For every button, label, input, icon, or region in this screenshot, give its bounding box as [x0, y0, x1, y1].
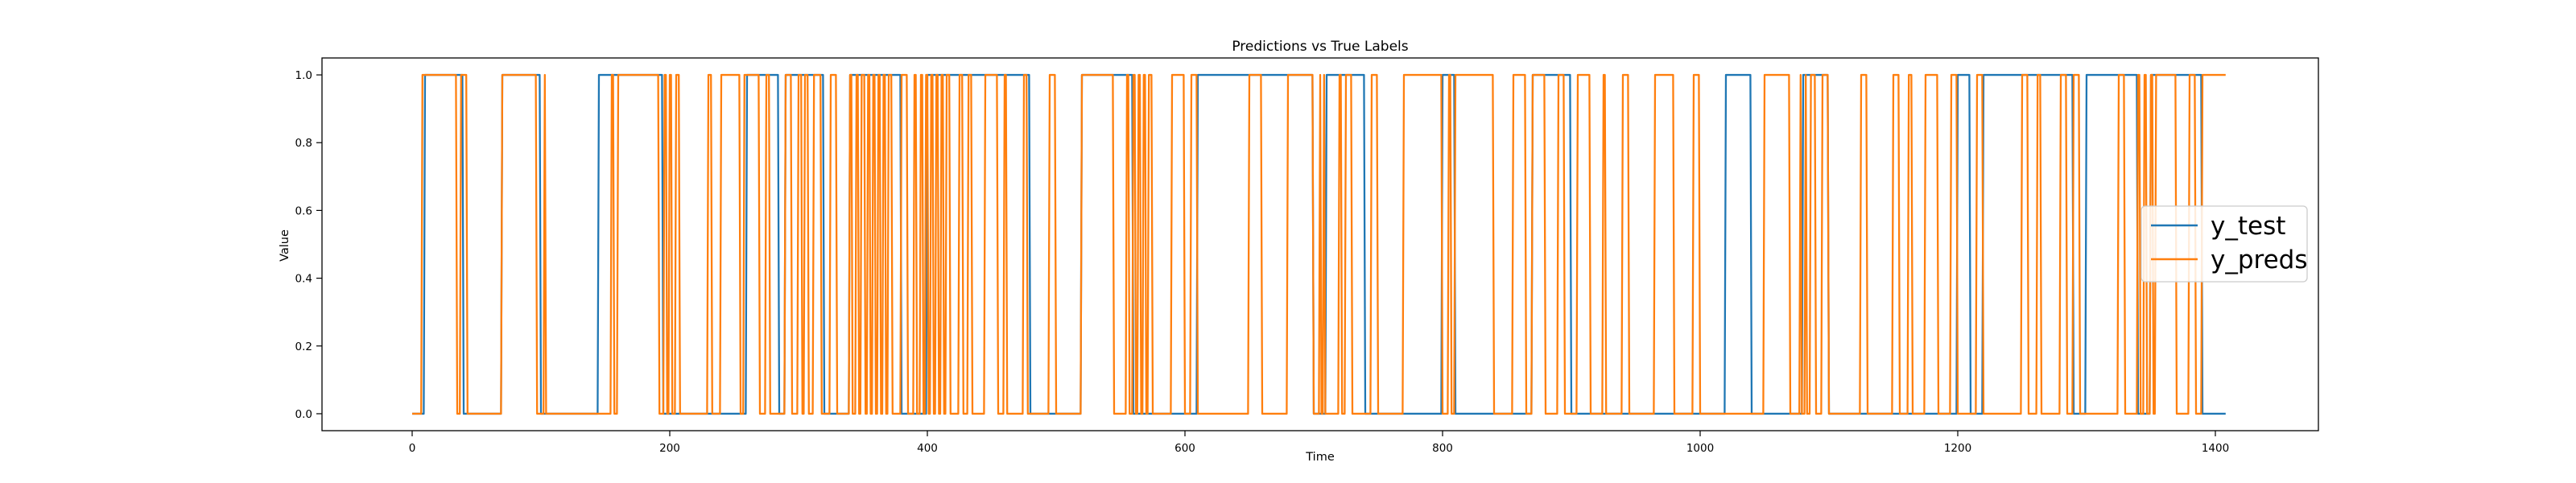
y-axis-label: Value: [279, 229, 291, 262]
legend: y_test y_preds: [2140, 205, 2308, 283]
x-tick-label: 200: [659, 442, 680, 455]
y-tick-label: 0.8: [295, 137, 312, 150]
y-tick-label: 0.6: [295, 204, 312, 217]
y-tick-label: 1.0: [295, 69, 312, 82]
x-tick-label: 0: [409, 442, 416, 455]
x-tick-label: 800: [1432, 442, 1453, 455]
x-tick-label: 1000: [1686, 442, 1714, 455]
series-line-y_preds: [412, 73, 2226, 415]
y-tick-label: 0.0: [295, 408, 312, 421]
legend-label-y_preds: y_preds: [2211, 246, 2308, 275]
x-tick-label: 1400: [2202, 442, 2229, 455]
x-tick-label: 1200: [1944, 442, 1971, 455]
plot-frame: [321, 57, 2319, 431]
x-tick-label: 600: [1174, 442, 1195, 455]
chart-title: Predictions vs True Labels: [1232, 39, 1408, 55]
x-axis-label: Time: [1305, 451, 1335, 464]
legend-label-y_test: y_test: [2211, 212, 2285, 241]
y-tick-label: 0.4: [295, 273, 312, 286]
y-tick-label: 0.2: [295, 341, 312, 353]
plot-area: 0 200 400 600 800 1000 1200 1400 0.0 0.2 0.4 0.6 0.8…: [295, 57, 2319, 455]
x-tick-label: 400: [917, 442, 938, 455]
